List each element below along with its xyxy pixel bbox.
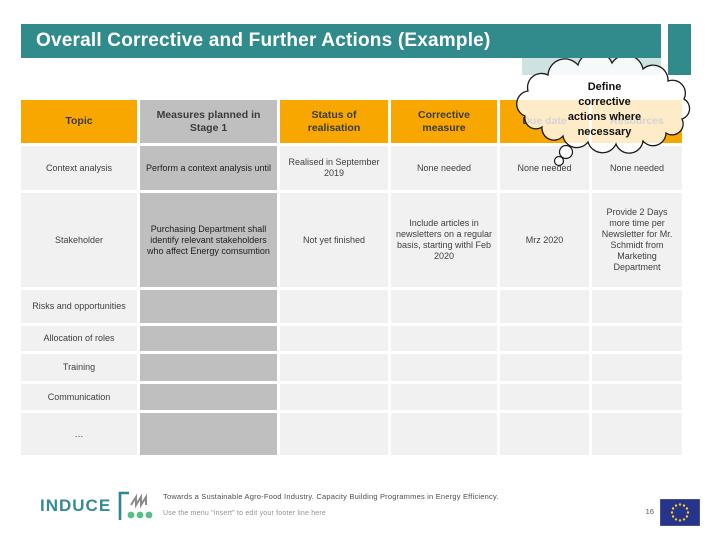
column-header-corrective: Corrective measure: [391, 100, 497, 143]
table-cell-resources: [592, 326, 682, 351]
table-cell-status: [280, 290, 388, 323]
table-cell-topic: …: [21, 413, 137, 455]
table-cell-due-date: Mrz 2020: [500, 193, 589, 287]
cloud-callout-icon: [516, 58, 691, 167]
eu-flag-icon: [660, 499, 700, 526]
table-cell-due-date: None needed: [500, 146, 589, 190]
table-cell-corrective: Include articles in newsletters on a reg…: [391, 193, 497, 287]
callout-line: necessary: [577, 126, 632, 138]
table-cell-measures: [140, 354, 277, 381]
table-cell-measures: [140, 413, 277, 455]
table-cell-due-date: [500, 326, 589, 351]
table-cell-resources: [592, 413, 682, 455]
table-cell-resources: [592, 384, 682, 410]
table-cell-corrective: [391, 290, 497, 323]
table-cell-corrective: None needed: [391, 146, 497, 190]
table-cell-status: [280, 326, 388, 351]
cloud-callout-text: Define corrective actions where necessar…: [532, 80, 677, 140]
corrective-actions-table: Topic Measures planned in Stage 1 Status…: [21, 100, 682, 455]
title-accent-block: [668, 24, 691, 75]
table-cell-topic: Stakeholder: [21, 193, 137, 287]
induce-logo: INDUCE: [40, 488, 156, 524]
table-cell-measures: Perform a context analysis until: [140, 146, 277, 190]
table-cell-status: Realised in September 2019: [280, 146, 388, 190]
table-cell-corrective: [391, 326, 497, 351]
induce-logo-text: INDUCE: [40, 496, 112, 515]
table-cell-status: Not yet finished: [280, 193, 388, 287]
table-cell-resources: [592, 290, 682, 323]
callout-line: corrective: [578, 96, 631, 108]
table-cell-topic: Training: [21, 354, 137, 381]
table-cell-resources: [592, 354, 682, 381]
table-cell-status: [280, 413, 388, 455]
table-cell-topic: Risks and opportunities: [21, 290, 137, 323]
table-cell-measures: Purchasing Department shall identify rel…: [140, 193, 277, 287]
callout-line: Define: [587, 81, 622, 93]
table-cell-status: [280, 354, 388, 381]
column-header-status: Status of realisation: [280, 100, 388, 143]
table-cell-corrective: [391, 413, 497, 455]
table-cell-status: [280, 384, 388, 410]
table-cell-due-date: [500, 354, 589, 381]
table-cell-due-date: [500, 384, 589, 410]
footer-line-2: Use the menu "insert" to edit your foote…: [163, 510, 327, 517]
footer-line-1: Towards a Sustainable Agro-Food Industry…: [163, 492, 499, 501]
table-cell-corrective: [391, 384, 497, 410]
table-cell-due-date: [500, 413, 589, 455]
table-cell-topic: Communication: [21, 384, 137, 410]
callout-line: actions where: [567, 111, 642, 123]
table-cell-topic: Allocation of roles: [21, 326, 137, 351]
column-header-measures: Measures planned in Stage 1: [140, 100, 277, 143]
table-cell-measures: [140, 384, 277, 410]
table-cell-corrective: [391, 354, 497, 381]
factory-icon: [118, 491, 153, 520]
table-cell-resources: Provide 2 Days more time per Newsletter …: [592, 193, 682, 287]
table-cell-topic: Context analysis: [21, 146, 137, 190]
slide-title-bar: Overall Corrective and Further Actions (…: [21, 24, 661, 58]
column-header-topic: Topic: [21, 100, 137, 143]
footer-text-block: Towards a Sustainable Agro-Food Industry…: [163, 492, 593, 517]
table-cell-measures: [140, 290, 277, 323]
page-number: 16: [645, 507, 654, 516]
table-cell-measures: [140, 326, 277, 351]
table-cell-resources: None needed: [592, 146, 682, 190]
page-title: Overall Corrective and Further Actions (…: [36, 30, 491, 51]
table-cell-due-date: [500, 290, 589, 323]
